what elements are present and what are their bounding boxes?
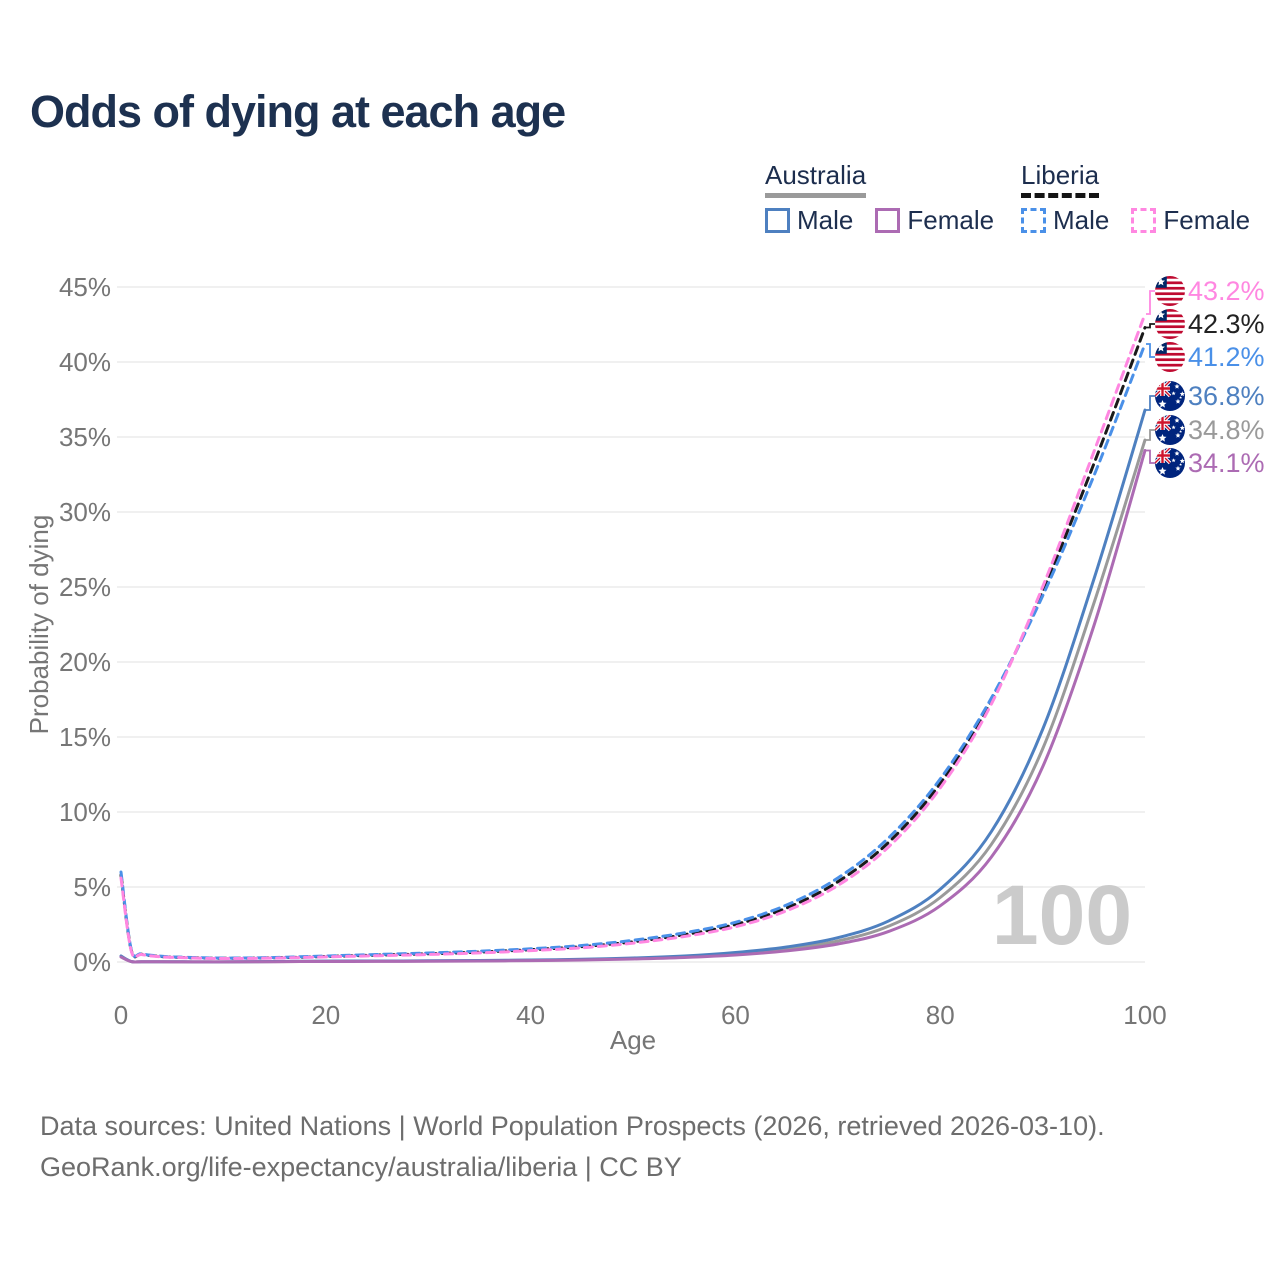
australia-flag-icon <box>1155 448 1185 478</box>
y-axis-title: Probability of dying <box>24 515 54 735</box>
end-label-connector <box>1146 343 1156 358</box>
legend-header-australia[interactable]: Australia <box>765 160 867 198</box>
end-label-australia-male[interactable]: 36.8% <box>1146 381 1265 411</box>
y-tick-label: 40% <box>59 347 111 377</box>
x-axis-title: Age <box>610 1025 656 1055</box>
end-label-connector <box>1146 429 1156 441</box>
x-tick-label: 60 <box>721 1000 750 1030</box>
legend-item-liberia-male[interactable]: Male <box>1021 205 1109 236</box>
liberia-flag-icon <box>1155 309 1185 339</box>
y-tick-label: 35% <box>59 422 111 452</box>
australia-flag-icon <box>1155 381 1185 411</box>
footer-sources-line: Data sources: United Nations | World Pop… <box>40 1111 1105 1141</box>
x-tick-label: 80 <box>926 1000 955 1030</box>
footer: Data sources: United Nations | World Pop… <box>40 1106 1105 1188</box>
end-label-australia-both-sexes-[interactable]: 34.8% <box>1146 415 1265 445</box>
page-title: Odds of dying at each age <box>30 86 566 137</box>
legend-item-liberia-female[interactable]: Female <box>1131 205 1250 236</box>
legend-swatch-liberia-female <box>1131 207 1157 233</box>
x-tick-label: 40 <box>516 1000 545 1030</box>
end-label-value: 34.8% <box>1188 415 1265 445</box>
y-tick-label: 15% <box>59 722 111 752</box>
end-label-connector <box>1146 323 1156 329</box>
footer-attribution-line: GeoRank.org/life-expectancy/australia/li… <box>40 1152 682 1182</box>
end-label-liberia-female[interactable]: 43.2% <box>1146 276 1265 315</box>
y-tick-label: 45% <box>59 272 111 302</box>
legend-label-australia-female: Female <box>907 204 995 235</box>
series-line-australia-female[interactable] <box>119 449 1147 964</box>
legend-swatch-liberia-male <box>1021 207 1046 233</box>
legend-swatch-australia-female <box>875 207 901 233</box>
legend-label-liberia-male: Male <box>1053 204 1110 235</box>
end-label-value: 42.3% <box>1188 309 1265 339</box>
end-label-liberia-both-sexes-[interactable]: 42.3% <box>1146 309 1265 339</box>
age-watermark: 100 <box>992 868 1132 962</box>
x-tick-label: 20 <box>311 1000 340 1030</box>
legend-item-australia-female[interactable]: Female <box>875 205 994 236</box>
australia-flag-icon <box>1155 415 1185 445</box>
legend-swatch-australia-male <box>765 207 790 233</box>
legend-row-australia: Male Female <box>765 205 994 236</box>
legend-header-liberia[interactable]: Liberia <box>1021 160 1100 198</box>
end-label-connector <box>1146 395 1156 411</box>
y-tick-label: 30% <box>59 497 111 527</box>
y-tick-label: 25% <box>59 572 111 602</box>
end-label-liberia-male[interactable]: 41.2% <box>1146 342 1265 372</box>
y-tick-label: 20% <box>59 647 111 677</box>
legend-row-liberia: Male Female <box>1021 205 1250 236</box>
end-label-connector <box>1146 449 1156 464</box>
end-label-value: 36.8% <box>1188 381 1265 411</box>
series-line-liberia-both-sexes-[interactable] <box>119 326 1147 960</box>
legend-item-australia-male[interactable]: Male <box>765 205 853 236</box>
end-label-connector <box>1146 290 1156 315</box>
x-tick-label: 100 <box>1123 1000 1166 1030</box>
liberia-flag-icon <box>1155 276 1185 306</box>
end-label-value: 41.2% <box>1188 342 1265 372</box>
x-tick-label: 0 <box>114 1000 128 1030</box>
legend-label-australia-male: Male <box>797 204 854 235</box>
liberia-flag-icon <box>1155 342 1185 372</box>
legend-group-australia: Australia Male Female <box>765 160 994 236</box>
end-label-value: 43.2% <box>1188 276 1265 306</box>
y-tick-label: 0% <box>73 947 111 977</box>
legend-group-liberia: Liberia Male Female <box>1021 160 1250 236</box>
end-label-australia-female[interactable]: 34.1% <box>1146 448 1265 478</box>
y-tick-label: 10% <box>59 797 111 827</box>
series-line-liberia-male[interactable] <box>119 342 1147 960</box>
legend-label-liberia-female: Female <box>1163 204 1251 235</box>
series-line-liberia-female[interactable] <box>119 312 1147 961</box>
y-tick-label: 5% <box>73 872 111 902</box>
end-label-value: 34.1% <box>1188 448 1265 478</box>
